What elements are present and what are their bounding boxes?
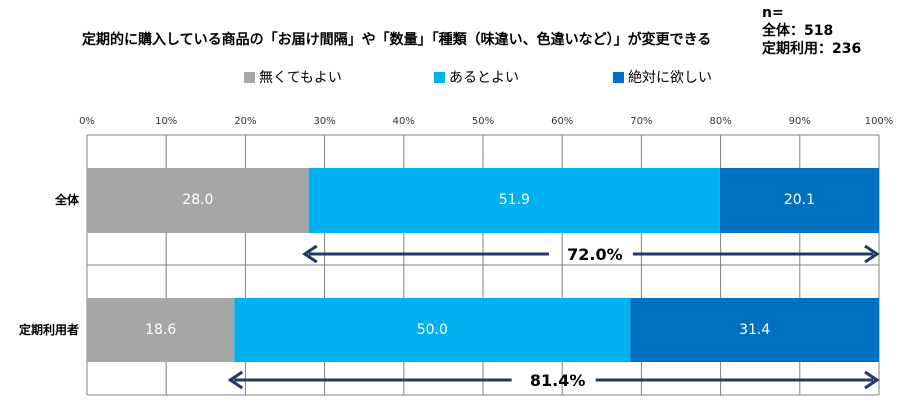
bar-segment (87, 298, 235, 362)
sample-size-total: 全体：518 (762, 23, 834, 39)
x-tick-label: 0% (79, 116, 95, 127)
legend-label: 絶対に欲しい (628, 70, 712, 86)
bar-segment (87, 168, 309, 233)
arrow-head-right (864, 370, 880, 390)
category-label: 定期利用者 (19, 322, 79, 337)
x-tick-label: 40% (393, 116, 415, 127)
data-label: 18.6 (145, 322, 176, 338)
x-tick-label: 20% (234, 116, 256, 127)
bar-segment (719, 168, 879, 233)
sample-size-label: n= (762, 5, 784, 21)
x-tick-label: 60% (551, 116, 573, 127)
x-tick-label: 90% (789, 116, 811, 127)
annotation-label: 72.0% (567, 245, 623, 264)
bar-segment (630, 298, 879, 362)
bar-segment (234, 298, 631, 362)
chart-title: 定期的に購入している商品の「お届け間隔」や「数量」「種類（味違い、色違いなど）」… (82, 32, 712, 48)
x-tick-label: 100% (865, 116, 894, 127)
x-tick-label: 50% (472, 116, 494, 127)
annotation-label: 81.4% (530, 371, 586, 390)
legend-label: 無くてもよい (259, 70, 342, 86)
sample-size: n= 全体：518 定期利用：236 (762, 4, 861, 58)
legend-label: あるとよい (449, 70, 519, 86)
data-label: 28.0 (182, 192, 213, 208)
legend-swatch (244, 71, 255, 83)
legend-swatch (613, 71, 624, 83)
x-tick-label: 30% (313, 116, 335, 127)
data-label: 51.9 (499, 192, 530, 208)
category-label: 全体 (54, 192, 80, 207)
data-label: 20.1 (784, 192, 815, 208)
arrow-head-left (227, 370, 244, 390)
legend-item-1: あるとよい (434, 66, 519, 88)
bar-segment (308, 168, 720, 233)
legend-item-2: 絶対に欲しい (613, 66, 712, 88)
data-label: 50.0 (417, 322, 448, 338)
data-label: 31.4 (739, 322, 770, 338)
arrow-head-right (864, 244, 880, 264)
legend-swatch (434, 71, 445, 83)
arrow-head-left (302, 244, 318, 264)
x-tick-label: 70% (630, 116, 652, 127)
legend-item-0: 無くてもよい (244, 66, 342, 88)
x-tick-label: 10% (155, 116, 177, 127)
sample-size-regular: 定期利用：236 (762, 41, 862, 57)
x-tick-label: 80% (709, 116, 731, 127)
